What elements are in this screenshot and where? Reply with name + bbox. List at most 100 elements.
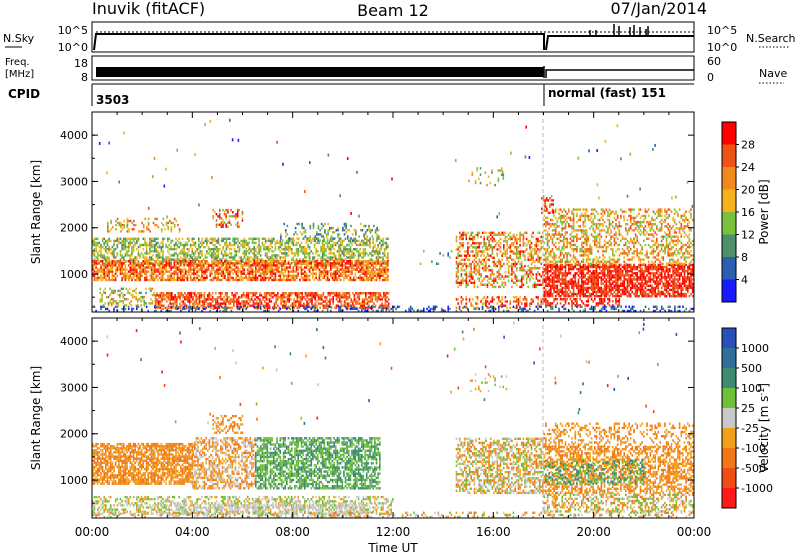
scatter-cell [512,296,515,299]
scatter-cell [535,273,538,276]
scatter-cell [334,276,337,280]
scatter-cell [219,266,221,269]
scatter-cell [134,256,136,259]
scatter-cell [347,229,349,232]
scatter-cell [259,254,262,257]
scatter-cell [460,296,463,299]
scatter-cell [230,223,232,226]
scatter-cell [245,274,247,277]
scatter-cell [383,296,385,299]
scatter-cell [184,262,187,265]
scatter-cell [595,292,598,296]
scatter-cell [184,241,187,245]
scatter-cell [537,231,539,234]
scatter-cell [187,294,189,297]
scatter-cell [342,304,344,307]
scatter-cell [150,266,153,269]
scatter-cell [287,245,290,249]
scatter-cell [298,237,300,240]
scatter-cell [173,248,176,251]
scatter-cell [379,292,382,295]
scatter-cell [111,262,114,265]
scatter-cell [209,270,211,273]
scatter-cell [343,260,345,263]
scatter-cell [246,262,249,265]
scatter-cell [118,260,120,263]
scatter-cell [361,268,363,271]
scatter-cell [472,254,474,257]
scatter-cell [173,274,176,277]
scatter-cell [290,270,293,273]
scatter-cell [127,243,130,247]
scatter-cell [156,217,158,221]
scatter-cell [336,278,339,282]
scatter-cell [302,245,304,249]
nsky-panel: N.Sky 10^5 10^0 10^5 10^0 N.Search [3,21,796,54]
scatter-cell [343,264,345,267]
scatter-cell [376,233,378,236]
scatter-cell [506,235,508,239]
scatter-cell [362,262,365,265]
scatter-cell [235,215,237,218]
scatter-cell [476,231,479,234]
scatter-cell [136,270,138,273]
scatter-cell [301,226,303,230]
scatter-cell [268,270,270,273]
scatter-cell [131,268,133,271]
scatter-cell [168,276,171,280]
scatter-cell [209,264,211,267]
scatter-cell [123,256,125,259]
scatter-cell [351,278,353,282]
scatter-cell [459,235,461,239]
scatter-cell [339,256,342,259]
scatter-cell [116,274,119,277]
scatter-cell [140,295,142,299]
scatter-cell [305,239,308,243]
scatter-cell [372,266,374,269]
scatter-cell [271,237,273,240]
scatter-cell [387,262,389,265]
scatter-cell [180,272,182,275]
scatter-cell [568,272,570,275]
scatter-cell [359,274,361,277]
scatter-cell [308,292,310,295]
scatter-cell [102,291,105,295]
scatter-cell [290,248,293,251]
scatter-cell [255,272,257,275]
scatter-cell [338,274,340,277]
scatter-cell [534,250,536,253]
scatter-cell [462,277,464,280]
scatter-cell [478,250,481,253]
scatter-cell [475,264,477,268]
scatter-cell [209,248,211,251]
scatter-cell [325,296,328,299]
scatter-cell [558,280,560,283]
scatter-cell [511,273,513,276]
scatter-cell [306,300,308,303]
scatter-cell [347,302,349,305]
scatter-cell [327,300,330,303]
scatter-cell [514,252,516,255]
scatter-cell [261,243,264,247]
scatter-cell [156,300,158,303]
scatter-cell [270,300,273,303]
scatter-cell [170,272,172,275]
scatter-cell [343,233,346,236]
scatter-cell [369,292,372,295]
scatter-cell [140,291,142,295]
scatter-cell [154,243,156,247]
scatter-cell [164,228,166,231]
scatter-cell [171,302,173,305]
scatter-cell [229,270,231,273]
scatter-cell [457,302,459,305]
scatter-cell [160,241,163,245]
scatter-cell [175,258,177,261]
scatter-cell [554,276,557,279]
scatter-cell [376,292,378,295]
scatter-cell [323,237,326,240]
scatter-cell [481,250,484,253]
scatter-cell [243,241,246,245]
scatter-cell [485,256,487,259]
scatter-cell [113,260,115,263]
scatter-cell [519,233,521,236]
